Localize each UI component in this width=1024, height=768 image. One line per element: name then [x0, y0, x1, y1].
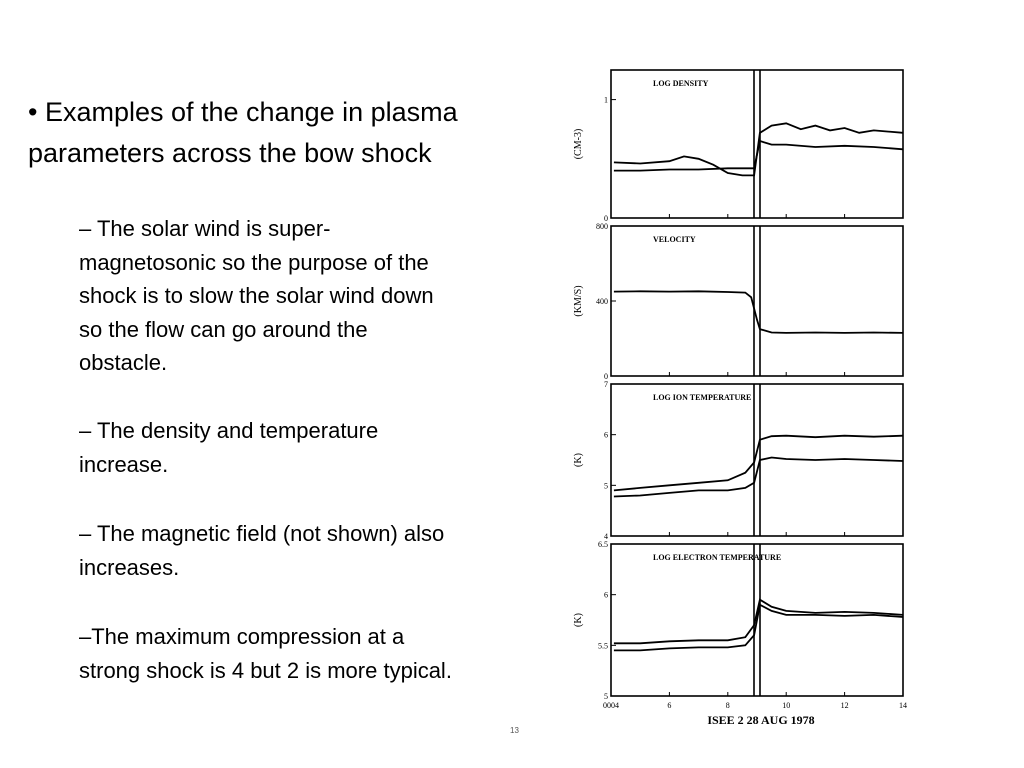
- point-solar-wind: – The solar wind is super-magnetosonic s…: [79, 216, 434, 375]
- plasma-parameters-figure: LOG DENSITY 1 0 (CM-3) VELOCITY 800 400 0 (KM/S)…: [555, 60, 925, 745]
- x-tick-label: 8: [726, 701, 730, 710]
- panel-title: VELOCITY: [653, 235, 696, 244]
- y-tick-label: 6: [604, 431, 608, 440]
- y-tick-label: 6.5: [598, 540, 608, 549]
- main-bullet: • Examples of the change in plasma param…: [28, 97, 458, 168]
- panel-frame: [610, 69, 904, 219]
- y-axis-label: (K): [573, 453, 584, 467]
- panel-title: LOG ION TEMPERATURE: [653, 393, 751, 402]
- series-line-2: [613, 603, 904, 652]
- y-tick-label: 0: [604, 372, 608, 381]
- y-tick-label: 800: [596, 222, 608, 231]
- panel-frame: [610, 543, 904, 697]
- series-line-1: [613, 598, 904, 645]
- point-magnetic-field: – The magnetic field (not shown) also in…: [79, 521, 445, 580]
- y-axis-label: (CM-3): [573, 129, 584, 160]
- series-line-2: [613, 456, 904, 498]
- series-line-2: [613, 122, 904, 177]
- y-tick-label: 7: [604, 380, 608, 389]
- y-tick-label: 5: [604, 481, 608, 490]
- y-tick-label: 6: [604, 591, 608, 600]
- point-compression: –The maximum compression at a strong sho…: [79, 624, 452, 683]
- y-tick-label: 5.5: [598, 641, 608, 650]
- series-line-1: [613, 290, 904, 334]
- series-line-1: [613, 434, 904, 492]
- y-tick-label: 4: [604, 532, 608, 541]
- series-line-1: [613, 139, 904, 172]
- y-tick-label: 1: [604, 96, 608, 105]
- figure-caption: ISEE 2 28 AUG 1978: [707, 713, 814, 727]
- x-tick-label: 10: [782, 701, 790, 710]
- panel-frame: [610, 225, 904, 377]
- page-mark: 13: [510, 726, 519, 735]
- y-axis-label: (K): [573, 613, 584, 627]
- figure-svg: LOG DENSITY10(CM-3)VELOCITY8004000(KM/S)…: [573, 69, 907, 727]
- y-axis-label: (KM/S): [573, 285, 584, 316]
- point-density-temperature: – The density and temperature increase.: [79, 418, 379, 477]
- panel-frame: [610, 383, 904, 537]
- x-tick-label: 12: [841, 701, 849, 710]
- x-tick-label: 6: [667, 701, 671, 710]
- panel-title: LOG ELECTRON TEMPERATURE: [653, 553, 781, 562]
- y-tick-label: 5: [604, 692, 608, 701]
- y-tick-label: 400: [596, 297, 608, 306]
- panel-title: LOG DENSITY: [653, 79, 709, 88]
- x-tick-label: 0004: [603, 701, 619, 710]
- x-tick-label: 14: [899, 701, 907, 710]
- y-tick-label: 0: [604, 214, 608, 223]
